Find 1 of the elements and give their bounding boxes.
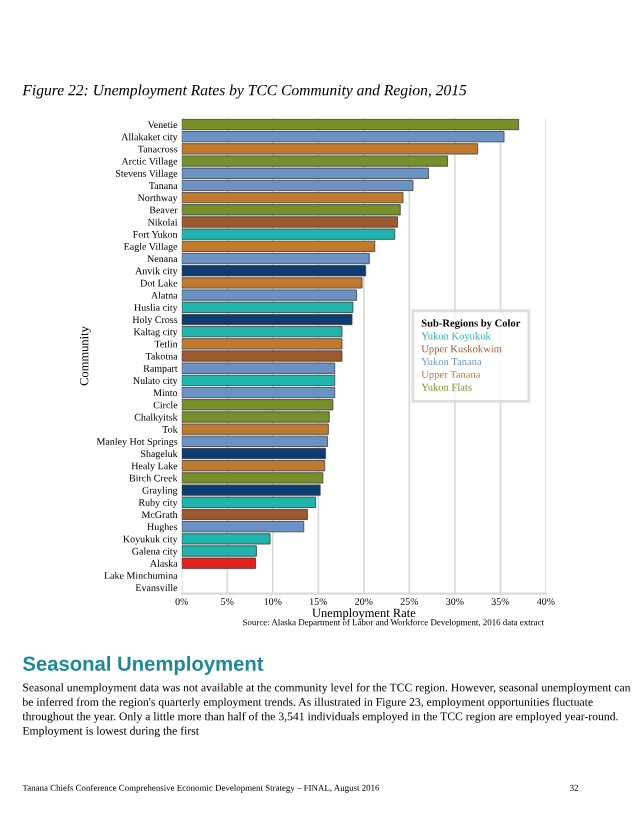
text: Seasonal Unemployment [22, 655, 264, 675]
